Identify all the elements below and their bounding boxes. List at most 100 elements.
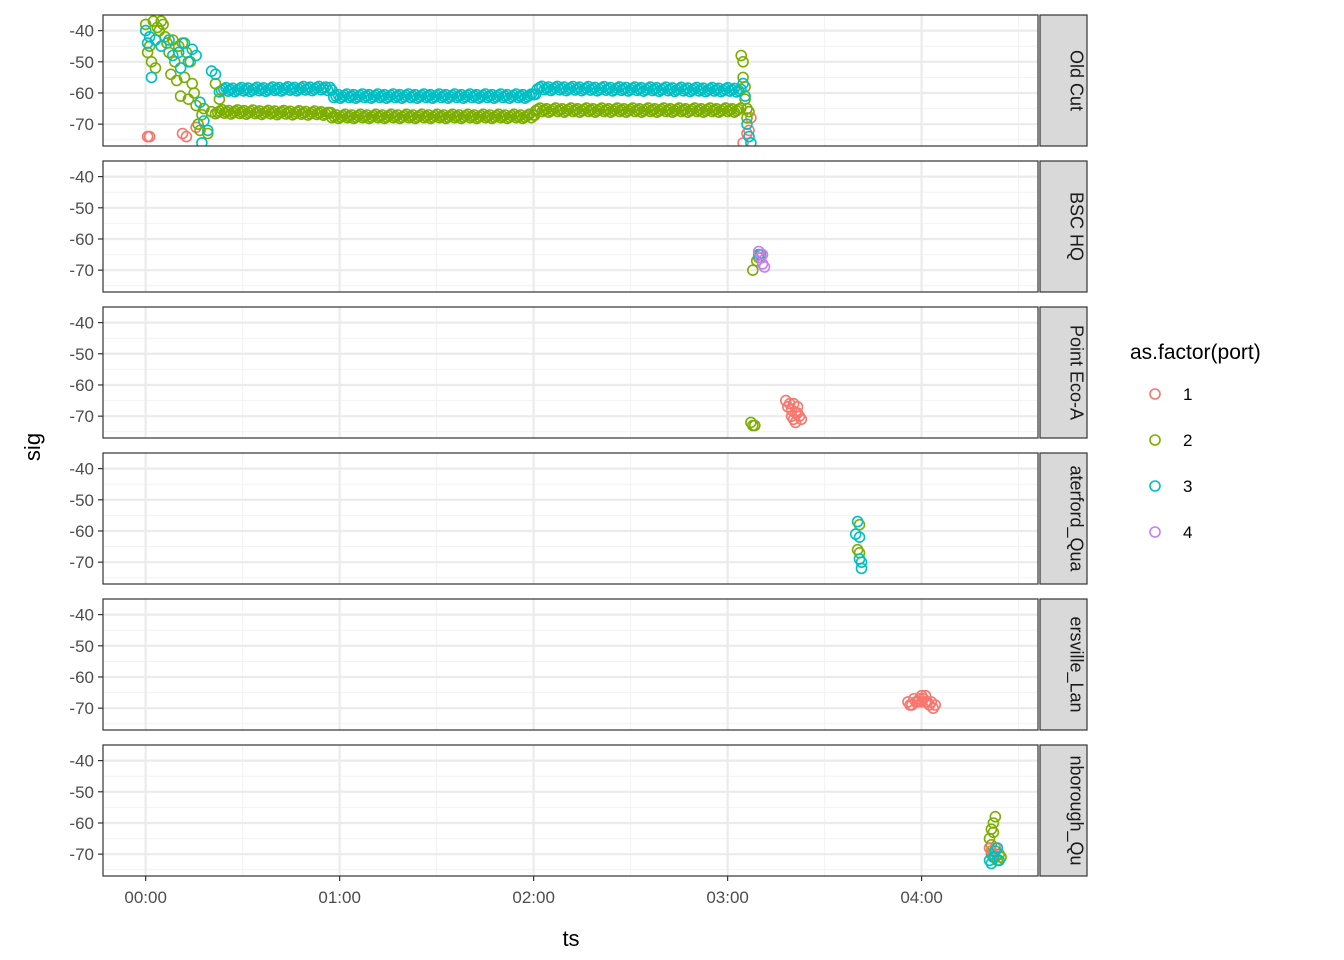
strip-label-clip: Old Cut <box>1067 50 1087 111</box>
data-point <box>991 842 1004 854</box>
data-point <box>993 854 1006 867</box>
strip-label: Old Cut <box>1067 50 1087 111</box>
data-point <box>324 81 336 94</box>
legend-key <box>1149 388 1161 400</box>
strip-background <box>1039 160 1088 293</box>
data-point <box>919 689 932 702</box>
data-point <box>139 24 152 37</box>
data-point <box>174 90 187 102</box>
data-point <box>989 810 1002 823</box>
panel-border <box>102 14 1039 147</box>
legend-label: 3 <box>1183 477 1192 496</box>
data-point <box>735 49 748 62</box>
data-point <box>202 124 214 137</box>
y-tick-label: -50 <box>69 637 94 656</box>
x-tick-label: 02:00 <box>512 888 555 907</box>
facet-strip: Point Eco-A <box>1039 306 1088 439</box>
legend-label: 2 <box>1183 431 1192 450</box>
data-point <box>182 55 195 68</box>
data-point <box>202 127 214 140</box>
data-point <box>155 40 167 53</box>
strip-label-clip: BSC HQ <box>1067 192 1087 261</box>
strip-background <box>1039 598 1088 731</box>
panel-data <box>849 515 868 575</box>
facet-panel: -40 -50 -60 -70 nborough_Qu <box>69 744 1088 877</box>
data-point <box>737 55 749 68</box>
data-point <box>985 857 998 870</box>
facet-strip: aterford_Qua <box>1039 452 1088 585</box>
data-point <box>213 93 226 105</box>
data-point <box>145 71 158 84</box>
data-point <box>198 115 210 127</box>
y-tick-label: -50 <box>69 199 94 218</box>
strip-label-clip: nborough_Qu <box>1066 755 1087 865</box>
y-tick-label: -60 <box>69 814 94 833</box>
data-point <box>180 130 193 143</box>
data-point <box>192 118 204 130</box>
data-point <box>163 34 175 46</box>
panel-background <box>103 161 1038 292</box>
strip-label-clip: aterford_Qua <box>1066 465 1087 572</box>
data-point <box>188 87 200 99</box>
data-point <box>746 264 759 277</box>
y-tick-label: -40 <box>69 460 94 479</box>
y-tick-label: -70 <box>69 553 94 572</box>
strip-background <box>1039 14 1088 147</box>
data-point <box>795 413 808 426</box>
panel-border <box>102 452 1039 585</box>
legend-key <box>1149 526 1161 538</box>
data-point <box>167 49 179 62</box>
data-point <box>141 37 154 49</box>
panel-data <box>746 245 771 277</box>
panel-border <box>102 306 1039 439</box>
data-point <box>853 531 866 544</box>
data-point <box>851 515 864 528</box>
data-point <box>745 137 757 146</box>
panel-border <box>102 744 1039 877</box>
facet-strip: BSC HQ <box>1039 160 1088 293</box>
data-point <box>791 400 804 413</box>
y-tick-label: -40 <box>69 314 94 333</box>
legend-title: as.factor(port) <box>1130 341 1261 364</box>
y-tick-label: -50 <box>69 53 94 72</box>
facet-panel: -40 -50 -60 -70 Old Cut <box>69 14 1088 147</box>
y-tick-label: -60 <box>69 668 94 687</box>
panel-data <box>139 15 757 146</box>
facet-strip: Old Cut <box>1039 14 1088 147</box>
strip-label: aterford_Qua <box>1066 465 1087 572</box>
x-tick-label: 03:00 <box>706 888 749 907</box>
panel-background <box>103 599 1038 730</box>
strip-label: nborough_Qu <box>1066 755 1087 865</box>
panel-background <box>103 745 1038 876</box>
y-tick-label: -50 <box>69 783 94 802</box>
data-point <box>169 55 181 68</box>
y-tick-label: -70 <box>69 699 94 718</box>
y-tick-label: -60 <box>69 84 94 103</box>
y-tick-label: -70 <box>69 261 94 280</box>
panel-background <box>103 307 1038 438</box>
panel-data <box>745 394 808 432</box>
data-point <box>855 562 868 575</box>
facet-panel: -40 -50 -60 -70 ersville_Lan <box>69 598 1088 731</box>
y-tick-label: -50 <box>69 345 94 364</box>
legend: as.factor(port) 1 2 3 4 <box>1130 341 1261 542</box>
x-tick-label: 01:00 <box>318 888 361 907</box>
facet-strip: nborough_Qu <box>1039 744 1088 877</box>
data-point <box>743 130 755 143</box>
data-point <box>186 43 198 56</box>
x-axis: 00:00 01:00 02:00 03:00 04:00 <box>124 876 943 907</box>
data-point <box>748 419 761 432</box>
y-tick-label: -70 <box>69 115 94 134</box>
data-point <box>190 49 202 62</box>
panel-background <box>103 15 1038 146</box>
data-point <box>741 118 753 130</box>
data-point <box>523 89 536 102</box>
data-point <box>143 30 156 43</box>
data-point <box>196 137 208 146</box>
data-point <box>737 77 749 90</box>
y-tick-label: -40 <box>69 22 94 41</box>
data-point <box>149 34 162 46</box>
data-point <box>149 62 162 74</box>
strip-label: Point Eco-A <box>1067 325 1087 420</box>
